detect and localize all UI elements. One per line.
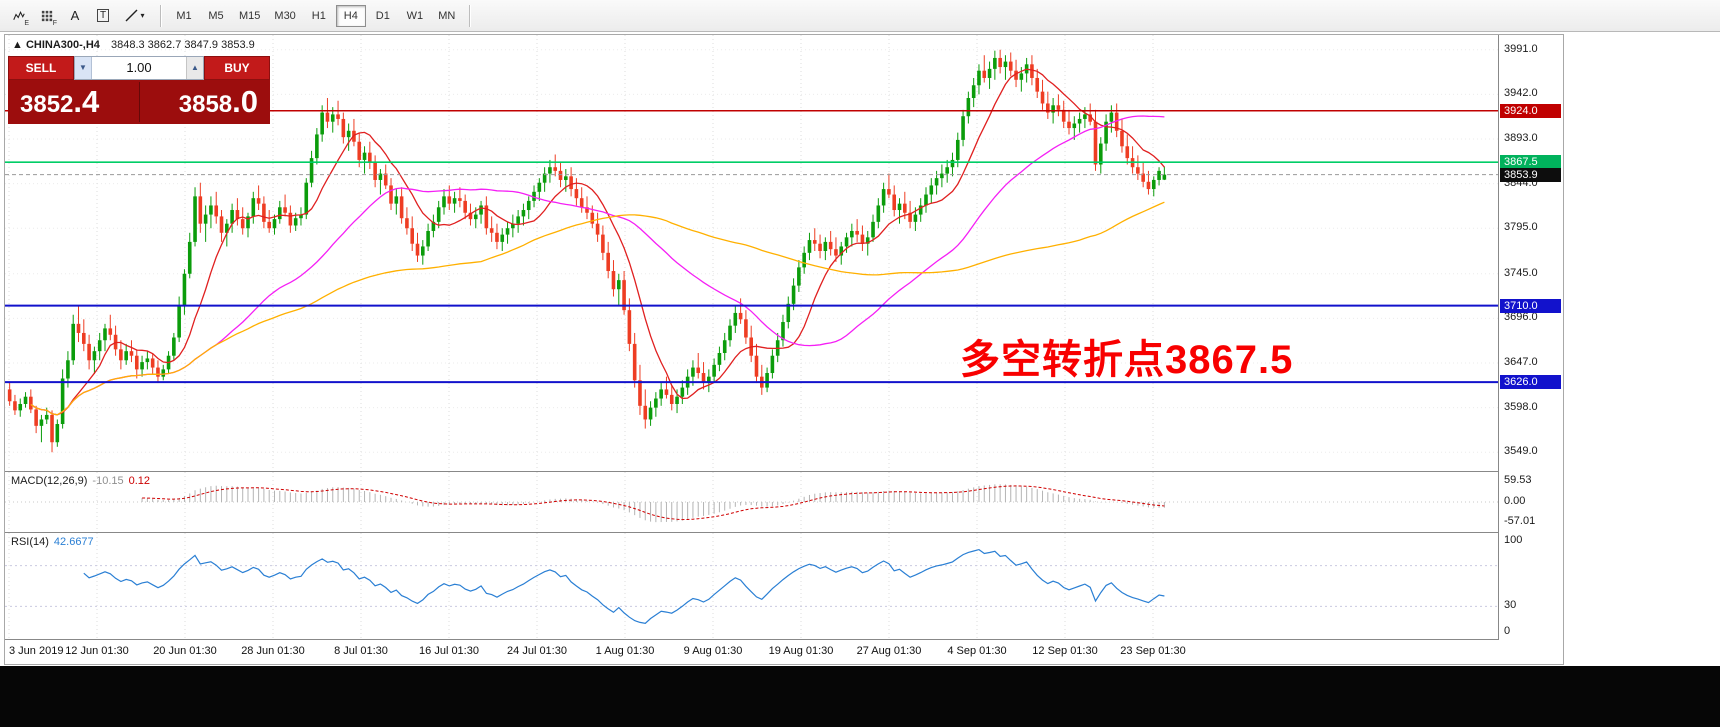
macd-tick-label: 0.00 — [1504, 495, 1526, 507]
rsi-canvas[interactable] — [5, 533, 1498, 639]
rsi-label: RSI(14) 42.6677 — [11, 536, 94, 548]
symbol-collapse-arrow[interactable]: ▲ — [12, 39, 23, 51]
macd-label: MACD(12,26,9) -10.15 0.12 — [11, 475, 151, 487]
macd-axis: 59.53 0.00 -57.01 — [1499, 472, 1563, 533]
chevron-down-icon: ▾ — [140, 11, 145, 20]
time-tick-label: 16 Jul 01:30 — [419, 645, 479, 657]
price-line-badge: 3867.5 — [1500, 155, 1561, 170]
rsi-axis: 100 30 0 — [1499, 533, 1563, 640]
timeframe-w1-button[interactable]: W1 — [400, 5, 430, 27]
grid-glyph-icon — [41, 10, 53, 21]
time-tick-label: 9 Aug 01:30 — [683, 645, 743, 657]
main-chart-panel[interactable]: ▲ CHINA300-,H4 3848.3 3862.7 3847.9 3853… — [5, 35, 1499, 472]
time-tick-label: 20 Jun 01:30 — [153, 645, 217, 657]
buy-button[interactable]: BUY — [204, 56, 270, 80]
timeframe-m30-button[interactable]: M30 — [268, 5, 301, 27]
price-tick-label: 3696.0 — [1504, 311, 1538, 324]
rsi-tick-label: 100 — [1504, 534, 1523, 546]
toolbar-separator — [160, 4, 162, 27]
bottom-black-strip — [0, 666, 1720, 727]
chart-title: ▲ CHINA300-,H4 3848.3 3862.7 3847.9 3853… — [12, 39, 255, 51]
grid-icon[interactable]: F — [34, 4, 60, 28]
toolbar-separator — [468, 4, 471, 27]
trendline-glyph-icon — [125, 9, 138, 22]
price-line-badge: 3626.0 — [1500, 375, 1561, 390]
price-axis[interactable]: 3991.0 3942.0 3893.0 3844.0 3795.0 3745.0 3696… — [1499, 35, 1563, 472]
text-label-icon[interactable]: A — [62, 4, 88, 28]
current-price-badge: 3853.9 — [1500, 167, 1561, 182]
trade-controls-row: SELL ▼ 1.00 ▲ BUY — [8, 56, 270, 80]
buy-price: 3858.0 — [178, 84, 258, 119]
shapes-dropdown-icon[interactable]: ▾ — [118, 4, 152, 28]
timeframe-m15-button[interactable]: M15 — [233, 5, 266, 27]
timeframe-h1-button[interactable]: H1 — [304, 5, 334, 27]
top-toolbar: E F A T ▾ M1 M5 M15 M30 H1 H4 D1 W1 MN — [0, 0, 1720, 32]
symbol-period-label: CHINA300-,H4 — [25, 39, 100, 51]
rsi-panel[interactable]: RSI(14) 42.6677 — [5, 533, 1499, 640]
one-click-trading-panel: SELL ▼ 1.00 ▲ BUY 3852.4 3858.0 — [8, 56, 270, 124]
ohlc-readout: 3848.3 3862.7 3847.9 3853.9 — [110, 39, 255, 51]
price-line-badge: 3710.0 — [1500, 298, 1561, 313]
chart-window: ▲ CHINA300-,H4 3848.3 3862.7 3847.9 3853… — [4, 34, 1564, 665]
time-tick-label: 8 Jul 01:30 — [334, 645, 388, 657]
time-tick-label: 24 Jul 01:30 — [507, 645, 567, 657]
time-tick-label: 23 Sep 01:30 — [1120, 645, 1186, 657]
price-chart-canvas[interactable] — [5, 35, 1498, 471]
macd-canvas[interactable] — [5, 472, 1498, 532]
expert-advisors-icon[interactable]: E — [6, 4, 32, 28]
price-tick-label: 3991.0 — [1504, 42, 1538, 55]
time-axis[interactable]: 3 Jun 2019 12 Jun 01:30 20 Jun 01:30 28 Jun… — [5, 640, 1563, 664]
volume-increase-button[interactable]: ▲ — [186, 57, 203, 79]
text-box-icon[interactable]: T — [90, 4, 116, 28]
price-tick-label: 3745.0 — [1504, 266, 1538, 279]
chart-annotation-text: 多空转折点3867.5 — [960, 338, 1294, 382]
price-tick-label: 3598.0 — [1504, 400, 1538, 413]
time-tick-label: 27 Aug 01:30 — [856, 645, 922, 657]
time-tick-label: 19 Aug 01:30 — [768, 645, 834, 657]
price-tick-label: 3647.0 — [1504, 356, 1538, 368]
sell-price: 3852.4 — [20, 84, 100, 119]
volume-control[interactable]: ▼ 1.00 ▲ — [74, 56, 204, 80]
bid-ask-display: 3852.4 3858.0 — [8, 80, 270, 124]
timeframe-m1-button[interactable]: M1 — [169, 5, 199, 27]
time-tick-label: 12 Sep 01:30 — [1032, 645, 1098, 657]
timeframe-d1-button[interactable]: D1 — [368, 5, 398, 27]
time-tick-label: 12 Jun 01:30 — [65, 645, 129, 657]
price-line-badge: 3924.0 — [1500, 103, 1561, 118]
time-tick-label: 3 Jun 2019 — [9, 645, 64, 657]
time-tick-label: 4 Sep 01:30 — [947, 645, 1007, 657]
time-tick-label: 1 Aug 01:30 — [595, 645, 655, 657]
price-tick-label: 3893.0 — [1504, 131, 1538, 144]
macd-tick-label: -57.01 — [1504, 514, 1536, 527]
price-tick-label: 3795.0 — [1504, 221, 1538, 234]
time-tick-label: 28 Jun 01:30 — [241, 645, 305, 657]
timeframe-m5-button[interactable]: M5 — [201, 5, 231, 27]
candle-pattern-icon — [13, 10, 25, 20]
rsi-tick-label: 0 — [1504, 625, 1511, 637]
timeframe-buttons: M1 M5 M15 M30 H1 H4 D1 W1 MN — [168, 4, 463, 27]
price-tick-label: 3942.0 — [1504, 87, 1538, 100]
rsi-tick-label: 30 — [1504, 599, 1517, 612]
price-tick-label: 3549.0 — [1504, 445, 1538, 458]
macd-panel[interactable]: MACD(12,26,9) -10.15 0.12 — [5, 472, 1499, 533]
timeframe-mn-button[interactable]: MN — [432, 5, 462, 27]
macd-tick-label: 59.53 — [1504, 474, 1532, 487]
volume-decrease-button[interactable]: ▼ — [75, 57, 92, 79]
timeframe-h4-button[interactable]: H4 — [335, 4, 366, 27]
sell-button[interactable]: SELL — [8, 56, 74, 80]
volume-input[interactable]: 1.00 — [126, 60, 152, 75]
